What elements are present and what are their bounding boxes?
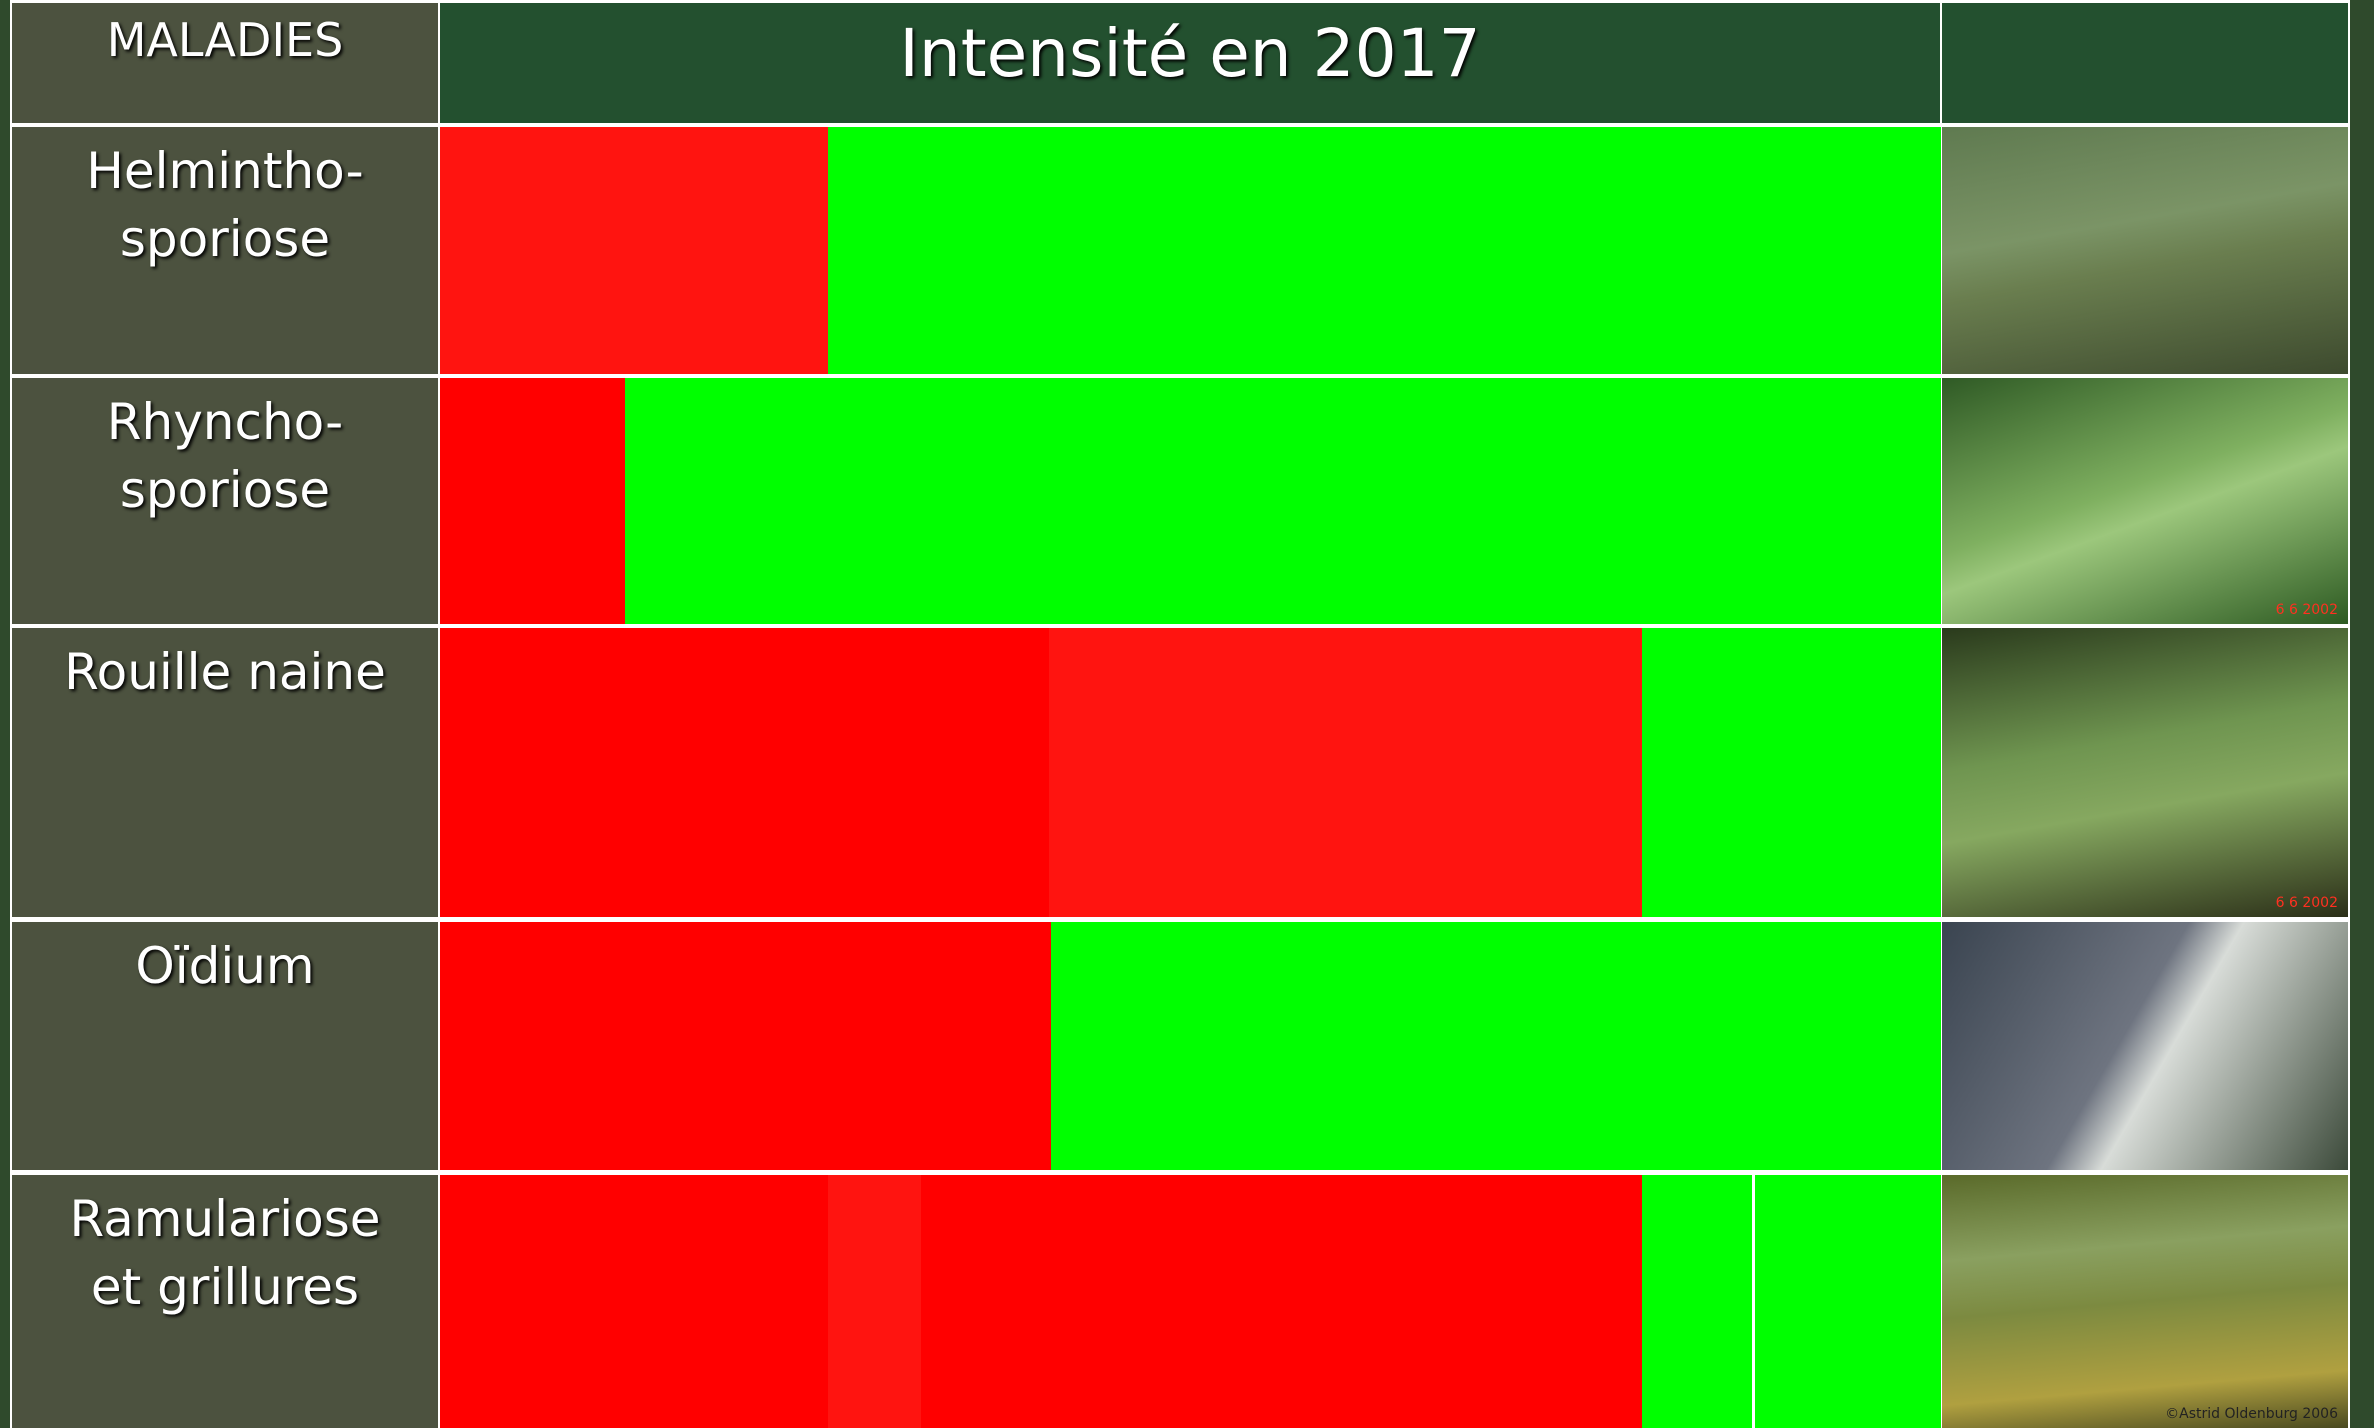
row-label-line: sporiose bbox=[119, 210, 331, 268]
intensity-segment bbox=[440, 922, 1051, 1170]
intensity-segment bbox=[440, 127, 828, 374]
intensity-segment bbox=[828, 1175, 921, 1428]
intensity-segment bbox=[1642, 628, 1941, 917]
disease-photo bbox=[1942, 922, 2348, 1170]
row-label: Ramulariose et grillures bbox=[12, 1175, 438, 1428]
title-text: Intensité en 2017 bbox=[899, 15, 1481, 92]
margin bbox=[0, 0, 10, 1428]
photo-stamp: 6 6 2002 bbox=[2275, 895, 2338, 911]
intensity-segment bbox=[440, 378, 625, 624]
column-header: MALADIES bbox=[12, 3, 438, 123]
row-label-line: sporiose bbox=[119, 461, 331, 519]
photo-stamp: 6 6 2002 bbox=[2275, 602, 2338, 618]
photo-stamp: ©Astrid Oldenburg 2006 bbox=[2165, 1406, 2338, 1422]
row-label-line: Oïdium bbox=[135, 937, 315, 995]
intensity-segment bbox=[440, 1175, 828, 1428]
photo-header bbox=[1942, 3, 2348, 123]
disease-photo: ©Astrid Oldenburg 2006 bbox=[1942, 1175, 2348, 1428]
disease-photo: 6 6 2002 bbox=[1942, 628, 2348, 917]
row-label-line: Helmintho- bbox=[86, 142, 364, 200]
disease-photo bbox=[1942, 127, 2348, 374]
intensity-segment bbox=[625, 378, 1941, 624]
intensity-segment bbox=[828, 127, 1941, 374]
row-label: Oïdium bbox=[12, 922, 438, 1170]
intensity-segment bbox=[1051, 922, 1941, 1170]
disease-photo: 6 6 2002 bbox=[1942, 378, 2348, 624]
title: Intensité en 2017 bbox=[440, 3, 1940, 123]
intensity-segment bbox=[440, 628, 1049, 917]
column-header-text: MALADIES bbox=[106, 13, 344, 67]
margin bbox=[2350, 0, 2374, 1428]
row-label: Helmintho-sporiose bbox=[12, 127, 438, 374]
row-label-line: Rhyncho- bbox=[106, 393, 344, 451]
row-label-line: Rouille naine bbox=[64, 643, 386, 701]
intensity-segment bbox=[1049, 628, 1642, 917]
intensity-segment bbox=[1642, 1175, 1752, 1428]
row-label-line: Ramulariose bbox=[69, 1190, 381, 1248]
row-label: Rouille naine bbox=[12, 628, 438, 917]
row-label: Rhyncho-sporiose bbox=[12, 378, 438, 624]
intensity-segment bbox=[921, 1175, 1642, 1428]
intensity-segment bbox=[1755, 1175, 1941, 1428]
row-label-line: et grillures bbox=[90, 1258, 360, 1316]
